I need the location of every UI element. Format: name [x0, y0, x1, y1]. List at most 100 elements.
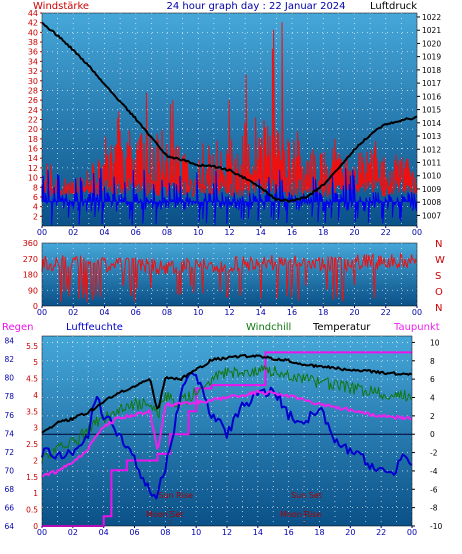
panel1-x-tick-label: 04 — [99, 228, 109, 237]
panel3-x-tick-label: 06 — [129, 528, 139, 537]
wind-axis-tick-label: 18 — [28, 135, 38, 144]
regen-axis-tick-label: 1.5 — [26, 473, 38, 482]
temperature-axis-tick-label: -6 — [430, 485, 438, 494]
wind-axis-tick-label: 42 — [28, 19, 38, 28]
panel2-frame — [41, 242, 418, 307]
temperature-axis-tick-label: 2 — [430, 412, 435, 421]
pressure-axis-tick-label: 1011 — [422, 158, 441, 167]
wind-axis-tick-label: 34 — [28, 57, 38, 66]
regen-axis-tick-label: 4.5 — [26, 375, 38, 384]
temperature-axis-tick-label: 6 — [430, 375, 435, 384]
panel3-x-tick-label: 10 — [191, 528, 201, 537]
wind-axis-tick-label: 12 — [28, 164, 38, 173]
panel1-x-tick-label: 08 — [162, 228, 172, 237]
panel1-x-tick-label: 16 — [287, 228, 297, 237]
wind-pressure-panel: 00 02 04 06 08 10 12 14 16 18 20 22 0024681012141618… — [28, 9, 442, 237]
panel2-x-tick-label: 18 — [318, 308, 328, 317]
wind-axis-tick-label: 20 — [28, 125, 38, 134]
direction-label-s: S — [435, 271, 441, 282]
humidity-axis-tick-label: 84 — [4, 337, 14, 346]
panel2-x-tick-label: 02 — [68, 308, 78, 317]
temperature-humidity-panel: 00 02 04 06 08 10 12 14 16 18 20 22 0000.511.522.533… — [4, 335, 442, 537]
panel2-x-tick-label: 16 — [287, 308, 297, 317]
panel2-x-tick-label: 14 — [256, 308, 266, 317]
direction-axis-tick-label: 90 — [28, 286, 38, 295]
wind-axis-tick-label: 22 — [28, 116, 38, 125]
pressure-axis-tick-label: 1021 — [422, 26, 441, 35]
temperature-axis-tick-label: 0 — [430, 430, 435, 439]
wind-axis-tick-label: 40 — [28, 28, 38, 37]
humidity-axis-tick-label: 72 — [4, 448, 14, 457]
regen-axis-tick-label: 2.5 — [26, 440, 38, 449]
wind-axis-tick-label: 30 — [28, 77, 38, 86]
panel1-x-tick-label: 14 — [256, 228, 266, 237]
wind-axis-tick-label: 14 — [28, 154, 38, 163]
wind-axis-tick-label: 4 — [33, 203, 38, 212]
temperature-axis-tick-label: -4 — [430, 467, 438, 476]
panel2-x-tick-label: 04 — [99, 308, 109, 317]
panel3-frame — [41, 335, 413, 527]
label-luftfeuchte: Luftfeuchte — [66, 322, 123, 333]
pressure-axis-tick-label: 1016 — [422, 92, 441, 101]
annotation-label: Moon Rise — [280, 510, 321, 519]
regen-axis-tick-label: 2 — [33, 456, 38, 465]
panel2-x-tick-label: 22 — [381, 308, 391, 317]
wind-direction-line — [41, 252, 417, 303]
humidity-axis-tick-label: 76 — [4, 411, 14, 420]
regen-axis-tick-label: 3 — [33, 424, 38, 433]
panel1-x-tick-label: 00 — [37, 228, 47, 237]
regen-axis-tick-label: 1 — [33, 489, 38, 498]
pressure-axis-tick-label: 1022 — [422, 13, 441, 22]
regen-axis-tick-label: 4 — [33, 391, 38, 400]
direction-label-o: O — [435, 287, 443, 298]
label-taupunkt: Taupunkt — [393, 322, 440, 333]
annotation-label: Sun Set — [291, 491, 322, 500]
wind-axis-tick-label: 32 — [28, 67, 38, 76]
wind-axis-tick-label: 44 — [28, 9, 38, 18]
panel2-x-tick-label: 10 — [193, 308, 203, 317]
temperature-axis-tick-label: 4 — [430, 393, 435, 402]
panel1-x-tick-label: 10 — [193, 228, 203, 237]
humidity-axis-tick-label: 70 — [4, 466, 14, 475]
panel3-x-tick-label: 18 — [314, 528, 324, 537]
direction-axis-tick-label: 0 — [33, 302, 38, 311]
regen-axis-tick-label: 5.5 — [26, 342, 38, 351]
direction-axis-tick-label: 270 — [23, 255, 38, 264]
pressure-axis-tick-label: 1008 — [422, 198, 441, 207]
panel2-x-tick-label: 00 — [37, 308, 47, 317]
wind-axis-tick-label: 36 — [28, 48, 38, 57]
annotation-label: Moon Set — [146, 510, 183, 519]
dewpoint-line — [41, 389, 412, 478]
temperature-line — [41, 354, 413, 434]
humidity-axis-tick-label: 68 — [4, 485, 14, 494]
panel3-x-tick-label: 00 — [37, 528, 47, 537]
panel3-x-tick-label: 14 — [253, 528, 263, 537]
wind-axis-tick-label: 16 — [28, 145, 38, 154]
panel1-frame — [41, 12, 418, 227]
humidity-axis-tick-label: 74 — [4, 429, 14, 438]
pressure-axis-tick-label: 1012 — [422, 145, 441, 154]
pressure-axis-tick-label: 1009 — [422, 185, 441, 194]
header-luftdruck: Luftdruck — [370, 1, 417, 12]
wind-axis-tick-label: 8 — [33, 183, 38, 192]
wind-axis-tick-label: 28 — [28, 86, 38, 95]
direction-label-n: N — [435, 303, 442, 314]
wind-axis-tick-label: 2 — [33, 212, 38, 221]
panel2-x-tick-label: 12 — [224, 308, 234, 317]
pressure-axis-tick-label: 1015 — [422, 106, 441, 115]
direction-label-w: W — [435, 255, 445, 266]
wind-axis-tick-label: 10 — [28, 174, 38, 183]
direction-axis-tick-label: 360 — [23, 239, 38, 248]
humidity-axis-tick-label: 66 — [4, 503, 14, 512]
regen-line — [42, 351, 412, 527]
pressure-line — [41, 21, 418, 203]
panel3-x-tick-label: 20 — [345, 528, 355, 537]
temperature-axis-tick-label: 8 — [430, 357, 435, 366]
humidity-axis-tick-label: 80 — [4, 374, 14, 383]
panel3-x-tick-label: 22 — [376, 528, 386, 537]
panel3-x-tick-label: 02 — [68, 528, 78, 537]
label-temperatur: Temperatur — [312, 322, 371, 333]
regen-axis-tick-label: 5 — [33, 358, 38, 367]
